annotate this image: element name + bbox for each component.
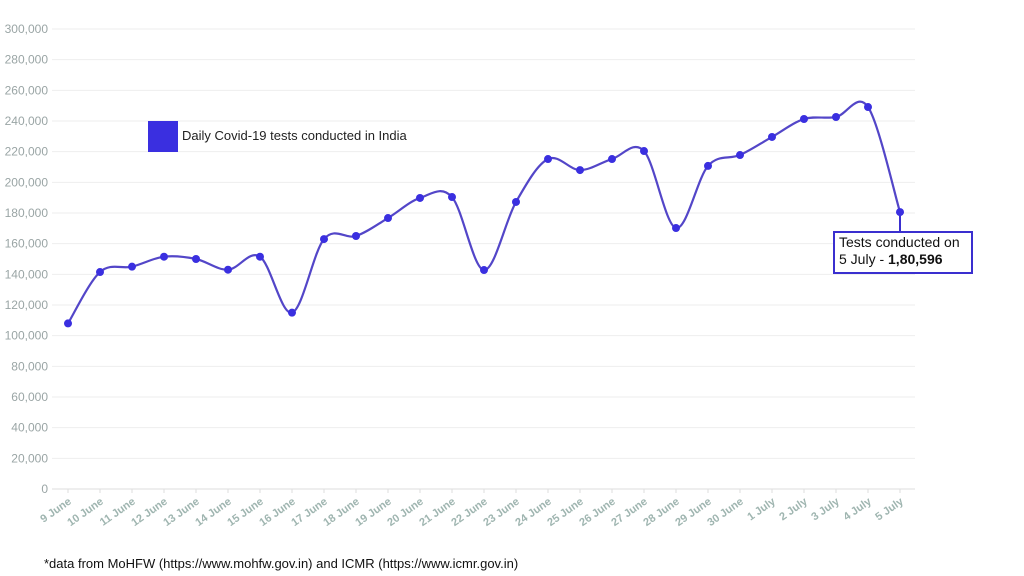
data-point — [384, 214, 392, 223]
x-tick-label: 3 July — [809, 495, 842, 523]
data-point — [736, 151, 744, 160]
data-point — [448, 193, 456, 202]
x-tick-label: 4 July — [841, 495, 874, 523]
annotation-line1: Tests conducted on — [839, 234, 960, 250]
y-tick-label: 100,000 — [5, 329, 49, 343]
y-tick-label: 260,000 — [5, 83, 49, 97]
data-point — [256, 252, 264, 261]
data-point — [352, 232, 360, 240]
annotation-box: Tests conducted on 5 July - 1,80,596 — [833, 231, 973, 274]
data-point — [704, 161, 712, 170]
annotation-value: 1,80,596 — [888, 251, 943, 267]
y-tick-label: 300,000 — [5, 22, 49, 36]
data-point — [576, 166, 584, 175]
data-point — [608, 155, 616, 164]
y-tick-label: 240,000 — [5, 114, 49, 128]
x-tick-label: 30 June — [705, 496, 745, 529]
data-point — [832, 113, 840, 122]
data-point — [192, 255, 200, 263]
data-point — [320, 235, 328, 244]
data-point — [512, 197, 520, 206]
data-point — [640, 147, 648, 156]
data-point — [864, 103, 872, 112]
y-tick-label: 280,000 — [5, 53, 49, 67]
data-point — [896, 208, 904, 217]
y-tick-label: 60,000 — [11, 390, 48, 404]
x-tick-label: 5 July — [873, 495, 906, 523]
x-tick-label: 2 July — [777, 495, 810, 523]
data-point — [672, 224, 680, 233]
y-tick-label: 140,000 — [5, 267, 49, 281]
source-footnote: *data from MoHFW (https://www.mohfw.gov.… — [44, 556, 519, 571]
y-tick-label: 160,000 — [5, 237, 49, 251]
data-point — [416, 193, 424, 202]
y-tick-label: 180,000 — [5, 206, 49, 220]
legend-swatch — [148, 121, 178, 152]
data-point — [160, 252, 168, 261]
data-point — [288, 308, 296, 317]
x-tick-label: 1 July — [745, 495, 778, 523]
data-point — [224, 265, 232, 274]
y-tick-label: 120,000 — [5, 298, 49, 312]
y-tick-label: 200,000 — [5, 175, 49, 189]
data-point — [480, 266, 488, 275]
y-tick-label: 20,000 — [11, 451, 48, 465]
data-point — [128, 262, 136, 271]
y-tick-label: 220,000 — [5, 145, 49, 159]
x-tick-label: 10 June — [65, 496, 105, 529]
y-tick-label: 40,000 — [11, 421, 48, 435]
data-point — [768, 132, 776, 141]
data-point — [96, 268, 104, 277]
data-point — [64, 319, 72, 328]
data-point — [800, 115, 808, 124]
legend-label: Daily Covid-19 tests conducted in India — [182, 128, 407, 143]
annotation-prefix: 5 July - — [839, 251, 889, 267]
y-tick-label: 80,000 — [11, 359, 48, 373]
data-point — [544, 155, 552, 164]
y-tick-label: 0 — [41, 482, 48, 496]
